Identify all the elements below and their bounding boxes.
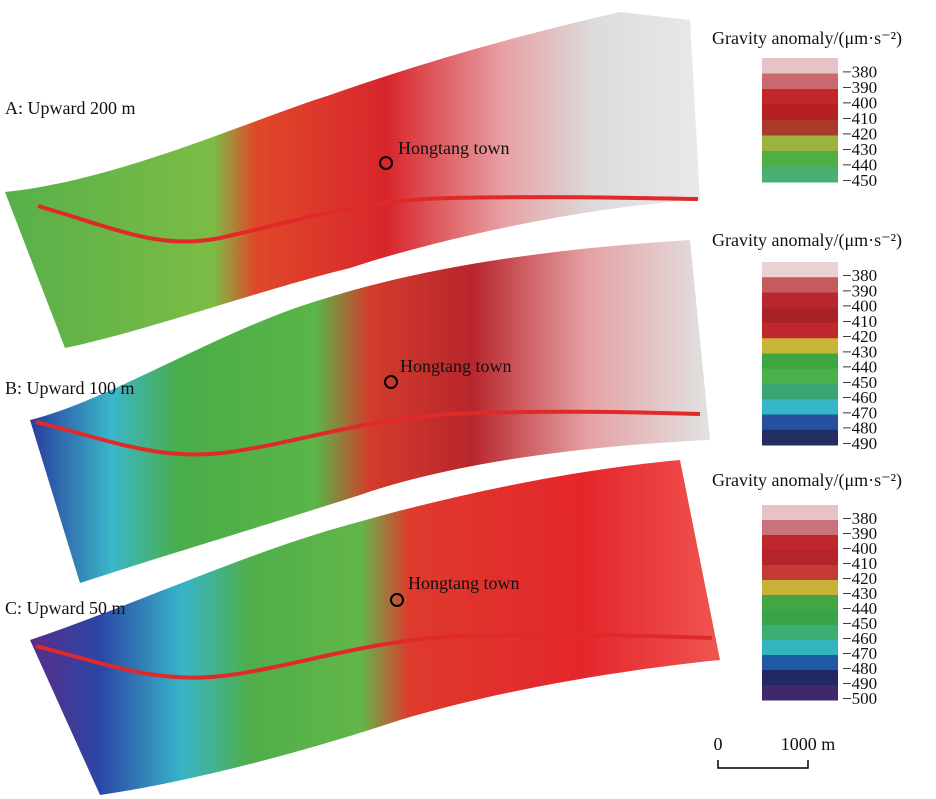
town-label: Hongtang town (398, 138, 510, 158)
legend-swatch (762, 151, 838, 167)
scale-label: 1000 m (781, 734, 836, 754)
legend-swatch (762, 136, 838, 152)
legend-label: −490 (842, 434, 877, 453)
legend-swatch (762, 580, 838, 596)
legend-title: Gravity anomaly/(μm·s⁻²) (712, 230, 902, 251)
legend-swatch (762, 354, 838, 370)
legend-swatch (762, 277, 838, 293)
scale-bar (718, 760, 808, 768)
legend-swatch (762, 685, 838, 701)
legend-swatch (762, 399, 838, 415)
scale-label: 0 (714, 734, 723, 754)
legend-title: Gravity anomaly/(μm·s⁻²) (712, 470, 902, 491)
legends: Gravity anomaly/(μm·s⁻²)−380−390−400−410… (712, 28, 902, 708)
legend-swatch (762, 670, 838, 686)
legend-swatch (762, 384, 838, 400)
legend-swatch (762, 293, 838, 309)
legend-swatch (762, 74, 838, 90)
legend-swatch (762, 120, 838, 136)
legend-swatch (762, 655, 838, 671)
legend-swatch (762, 535, 838, 551)
legend-swatch (762, 640, 838, 656)
legend-swatch (762, 308, 838, 324)
legend-swatch (762, 565, 838, 581)
panel-label: B: Upward 100 m (5, 378, 135, 398)
legend-swatch (762, 323, 838, 339)
legend-swatch (762, 369, 838, 385)
legend-swatch (762, 415, 838, 431)
legend-swatch (762, 105, 838, 121)
legend-swatch (762, 505, 838, 521)
legend-title: Gravity anomaly/(μm·s⁻²) (712, 28, 902, 49)
legend-swatch (762, 58, 838, 74)
town-label: Hongtang town (400, 356, 512, 376)
legend-swatch (762, 595, 838, 611)
legend-swatch (762, 430, 838, 446)
legend-swatch (762, 89, 838, 105)
legend-swatch (762, 520, 838, 536)
figure: A: Upward 200 m Hongtang town B: Upward … (0, 0, 936, 799)
legend-swatch (762, 167, 838, 183)
panel-label: C: Upward 50 m (5, 598, 126, 618)
legend-swatch (762, 610, 838, 626)
town-label: Hongtang town (408, 573, 520, 593)
legend-swatch (762, 550, 838, 566)
legend-label: −450 (842, 171, 877, 190)
legend-swatch (762, 262, 838, 278)
legend-swatch (762, 338, 838, 354)
legend-label: −500 (842, 689, 877, 708)
panel-label: A: Upward 200 m (5, 98, 135, 118)
legend-swatch (762, 625, 838, 641)
